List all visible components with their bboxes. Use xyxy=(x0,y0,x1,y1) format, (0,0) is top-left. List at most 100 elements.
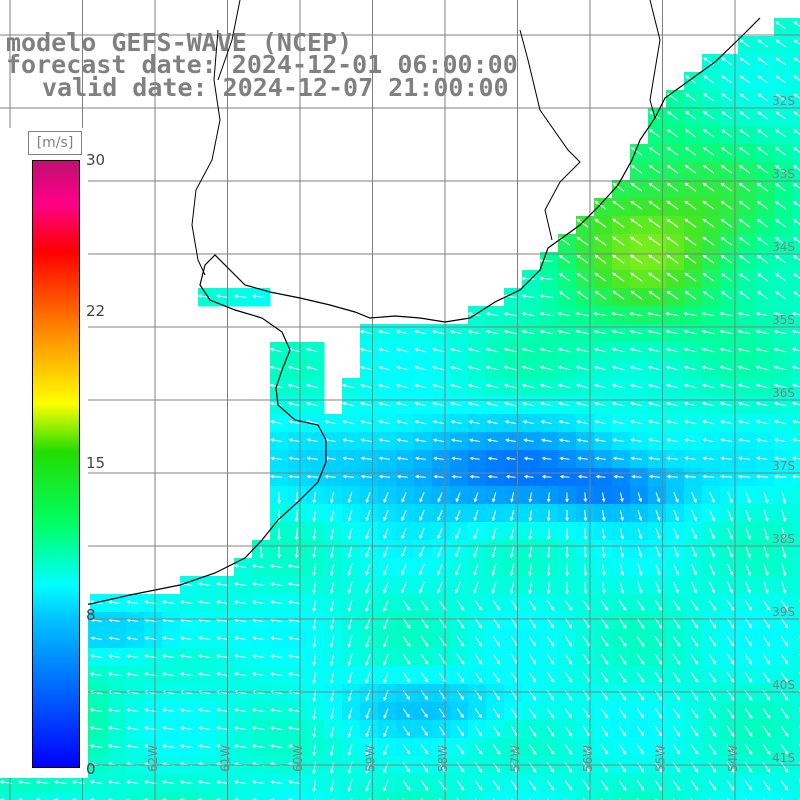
wind-arrow xyxy=(197,600,211,604)
wind-arrow xyxy=(666,290,679,300)
wind-cell xyxy=(792,162,800,181)
wind-arrow xyxy=(684,474,697,479)
wind-arrow xyxy=(672,726,681,737)
wind-cell xyxy=(18,792,37,800)
wind-arrow xyxy=(521,276,535,281)
wind-arrow xyxy=(305,347,319,353)
wind-arrow xyxy=(347,527,353,540)
wind-arrow xyxy=(774,456,787,461)
wind-arrow xyxy=(610,311,625,317)
wind-arrow xyxy=(773,474,787,479)
wind-arrow xyxy=(378,438,391,442)
wind-arrow xyxy=(763,491,769,504)
wind-arrow xyxy=(383,599,389,612)
wind-arrow xyxy=(583,581,588,595)
wind-arrow xyxy=(198,636,211,640)
wind-arrow xyxy=(739,39,750,48)
wind-arrow xyxy=(593,329,607,335)
wind-arrow xyxy=(727,563,733,576)
wind-arrow xyxy=(546,654,555,665)
wind-arrow xyxy=(510,509,515,522)
wind-arrow xyxy=(270,420,283,425)
wind-arrow xyxy=(546,743,555,755)
wind-arrow xyxy=(365,617,371,630)
wind-arrow xyxy=(745,581,751,594)
wind-arrow xyxy=(125,780,139,784)
wind-arrow xyxy=(473,581,479,594)
wind-arrow xyxy=(726,761,735,773)
wind-cell xyxy=(792,54,800,73)
wind-arrow xyxy=(251,744,265,748)
wind-arrow xyxy=(738,164,751,174)
wind-arrow xyxy=(505,474,516,479)
wind-cell xyxy=(792,378,800,397)
wind-arrow xyxy=(648,218,661,228)
wind-arrow xyxy=(365,599,371,612)
wind-arrow xyxy=(312,779,317,793)
wind-arrow xyxy=(690,780,699,791)
wind-arrow xyxy=(738,419,751,425)
wind-cell xyxy=(540,792,559,800)
wind-arrow xyxy=(559,474,570,479)
wind-arrow xyxy=(701,347,715,353)
wind-cell xyxy=(738,792,757,800)
wind-arrow xyxy=(701,365,715,371)
wind-arrow xyxy=(611,383,625,389)
wind-arrow xyxy=(739,93,750,102)
wind-arrow xyxy=(636,744,645,755)
wind-arrow xyxy=(437,510,443,521)
wind-arrow xyxy=(492,672,501,683)
wind-cell xyxy=(792,18,800,37)
wind-arrow xyxy=(793,165,800,171)
wind-arrow xyxy=(780,780,789,791)
wind-arrow xyxy=(521,383,535,389)
wind-arrow xyxy=(420,672,429,683)
wind-arrow xyxy=(53,780,67,784)
wind-cell xyxy=(162,792,181,800)
wind-arrow xyxy=(564,780,573,791)
wind-arrow xyxy=(757,255,769,264)
wind-arrow xyxy=(666,165,679,174)
wind-arrow xyxy=(143,744,157,748)
wind-arrow xyxy=(755,312,769,317)
wind-arrow xyxy=(269,365,283,371)
wind-arrow xyxy=(727,527,733,540)
wind-cell xyxy=(792,216,800,235)
wind-arrow xyxy=(708,780,717,791)
wind-cell xyxy=(378,792,397,800)
wind-arrow xyxy=(306,438,319,442)
wind-arrow xyxy=(703,93,714,102)
wind-arrow xyxy=(666,474,678,479)
wind-arrow xyxy=(522,420,535,425)
wind-arrow xyxy=(414,456,426,461)
wind-arrow xyxy=(673,492,679,503)
wind-arrow xyxy=(602,581,606,595)
wind-arrow xyxy=(528,761,537,773)
wind-arrow xyxy=(432,438,444,442)
wind-cell xyxy=(720,792,739,800)
wind-cell xyxy=(792,630,800,649)
wind-arrow xyxy=(666,438,679,443)
wind-arrow xyxy=(745,509,751,522)
wind-arrow xyxy=(565,581,569,595)
wind-arrow xyxy=(437,563,443,576)
wind-arrow xyxy=(762,636,771,647)
wind-arrow xyxy=(781,563,787,577)
wind-arrow xyxy=(583,563,588,577)
wind-arrow xyxy=(701,419,715,425)
wind-arrow xyxy=(383,743,389,756)
wind-arrow xyxy=(594,200,607,210)
wind-arrow xyxy=(738,200,751,210)
wind-arrow xyxy=(775,75,786,84)
wind-arrow xyxy=(647,329,661,335)
wind-arrow xyxy=(773,365,787,371)
wind-arrow xyxy=(365,491,371,504)
wind-arrow xyxy=(720,255,733,264)
lat-label: 39S xyxy=(772,605,795,619)
wind-arrow xyxy=(719,365,733,371)
wind-arrow xyxy=(762,672,771,683)
wind-arrow xyxy=(774,219,787,228)
wind-arrow xyxy=(793,111,800,117)
wind-arrow xyxy=(161,672,175,676)
wind-arrow xyxy=(630,147,643,156)
